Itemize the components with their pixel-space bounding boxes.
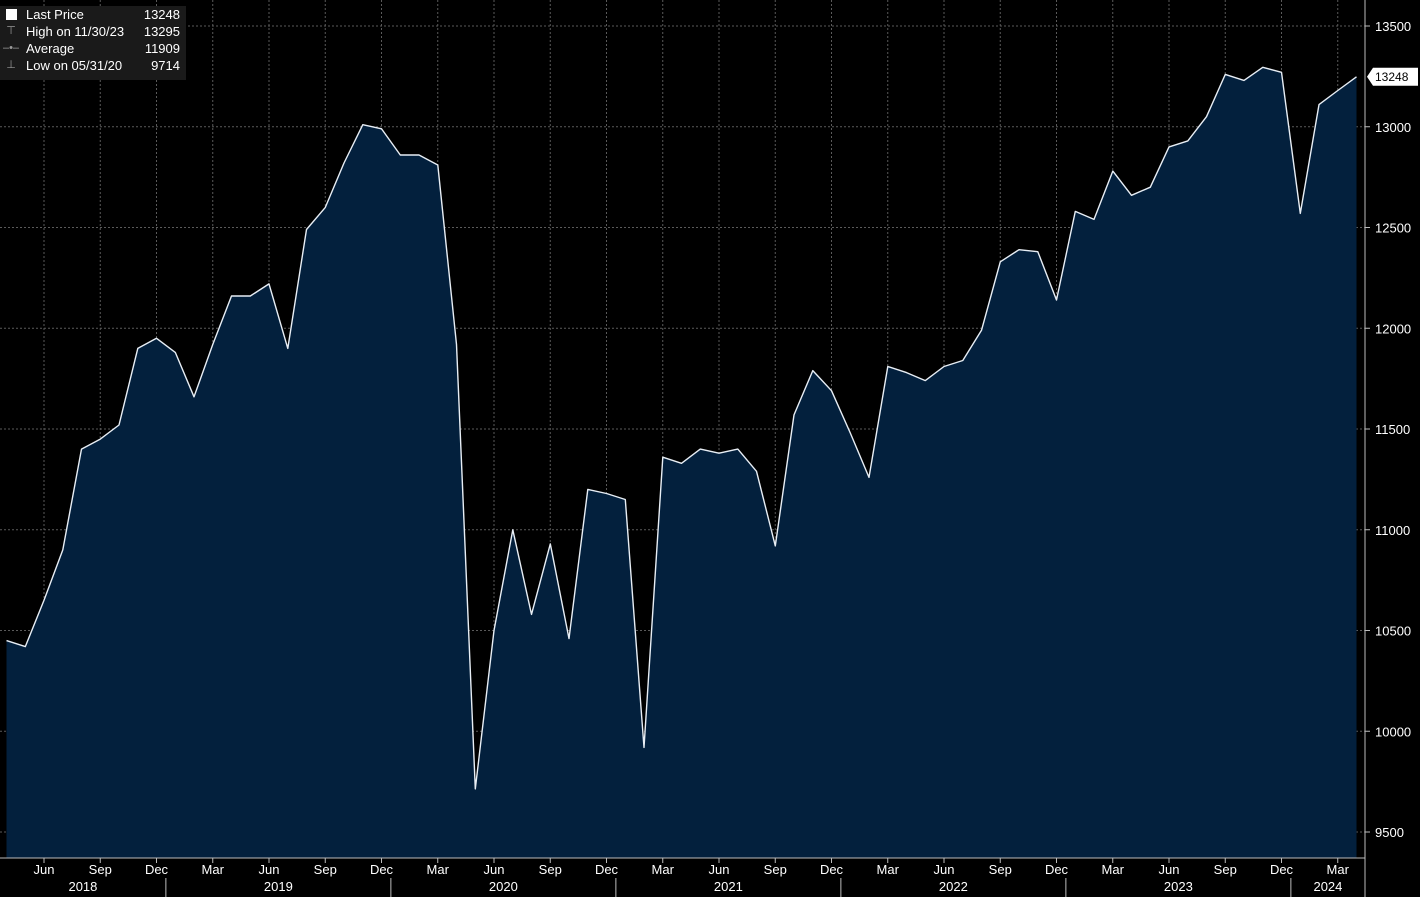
- x-tick-label-month: Mar: [877, 862, 900, 877]
- white-square-icon: [2, 6, 20, 23]
- x-tick-label-year: 2018: [68, 879, 97, 894]
- legend-row-high: ⊤ High on 11/30/23 13295: [0, 23, 186, 40]
- last-price-tag-label: 13248: [1375, 70, 1409, 84]
- x-tick-label-month: Dec: [595, 862, 619, 877]
- x-tick-label-year: 2019: [264, 879, 293, 894]
- high-marker-icon: ⊤: [6, 25, 16, 37]
- legend-row-average: –•– Average 11909: [0, 40, 186, 57]
- x-tick-label-month: Mar: [1102, 862, 1125, 877]
- x-tick-label-month: Dec: [370, 862, 394, 877]
- y-tick-label: 9500: [1375, 825, 1404, 840]
- x-tick-label-month: Jun: [34, 862, 55, 877]
- price-line: [6, 66, 1357, 790]
- average-marker-icon: –•–: [2, 42, 20, 54]
- chart-legend: Last Price 13248 ⊤ High on 11/30/23 1329…: [0, 6, 186, 80]
- x-tick-label-month: Mar: [427, 862, 450, 877]
- x-tick-label-month: Sep: [314, 862, 337, 877]
- x-tick-label-month: Jun: [709, 862, 730, 877]
- legend-row-last-price: Last Price 13248: [0, 6, 186, 23]
- x-tick-label-month: Sep: [989, 862, 1012, 877]
- x-tick-label-year: 2023: [1164, 879, 1193, 894]
- legend-value: 13295: [143, 24, 180, 39]
- x-tick-label-month: Jun: [934, 862, 955, 877]
- x-tick-label-month: Dec: [145, 862, 169, 877]
- legend-value: 9714: [151, 58, 180, 73]
- x-tick-label-year: 2024: [1313, 879, 1342, 894]
- y-tick-label: 13000: [1375, 120, 1411, 135]
- x-tick-label-month: Sep: [764, 862, 787, 877]
- legend-label: Average: [26, 41, 75, 56]
- legend-label: High on 11/30/23: [26, 24, 125, 39]
- x-axis-ticks: Jun Sep Dec Mar Jun Sep Dec Mar Jun Sep Dec Mar Jun S…: [34, 858, 1350, 897]
- low-marker-icon: ⊥: [6, 59, 16, 71]
- x-tick-label-year: 2021: [714, 879, 743, 894]
- y-axis-ticks: 9500 10000 10500 11000 11500 12000 12500 13000 1…: [1365, 19, 1411, 840]
- x-tick-label-year: 2020: [489, 879, 518, 894]
- y-tick-label: 13500: [1375, 19, 1411, 34]
- x-tick-label-month: Sep: [89, 862, 112, 877]
- last-price-tag-shape: [1367, 67, 1418, 86]
- x-tick-label-year: 2022: [939, 879, 968, 894]
- legend-value: 13248: [143, 7, 180, 22]
- x-tick-label-month: Sep: [539, 862, 562, 877]
- y-tick-label: 12500: [1375, 221, 1411, 236]
- y-tick-label: 11000: [1375, 523, 1410, 538]
- x-tick-label-month: Sep: [1214, 862, 1237, 877]
- y-tick-label: 11500: [1375, 422, 1410, 437]
- legend-label: Last Price: [26, 7, 84, 22]
- axes: [0, 0, 1366, 897]
- x-tick-label-month: Mar: [1327, 862, 1350, 877]
- y-tick-label: 12000: [1375, 321, 1411, 336]
- x-tick-label-month: Dec: [820, 862, 844, 877]
- legend-label: Low on 05/31/20: [26, 58, 123, 73]
- y-tick-label: 10500: [1375, 624, 1411, 639]
- x-tick-label-month: Dec: [1045, 862, 1069, 877]
- legend-value: 11909: [144, 41, 180, 56]
- x-tick-label-month: Jun: [259, 862, 280, 877]
- legend-row-low: ⊥ Low on 05/31/20 9714: [0, 57, 186, 74]
- x-tick-label-month: Mar: [202, 862, 225, 877]
- x-tick-label-month: Mar: [652, 862, 675, 877]
- y-tick-label: 10000: [1375, 724, 1411, 739]
- last-price-tag: 13248: [1367, 67, 1418, 86]
- x-tick-label-month: Dec: [1270, 862, 1294, 877]
- x-tick-label-month: Jun: [484, 862, 505, 877]
- x-tick-label-month: Jun: [1159, 862, 1180, 877]
- price-area-fill: [6, 67, 1357, 859]
